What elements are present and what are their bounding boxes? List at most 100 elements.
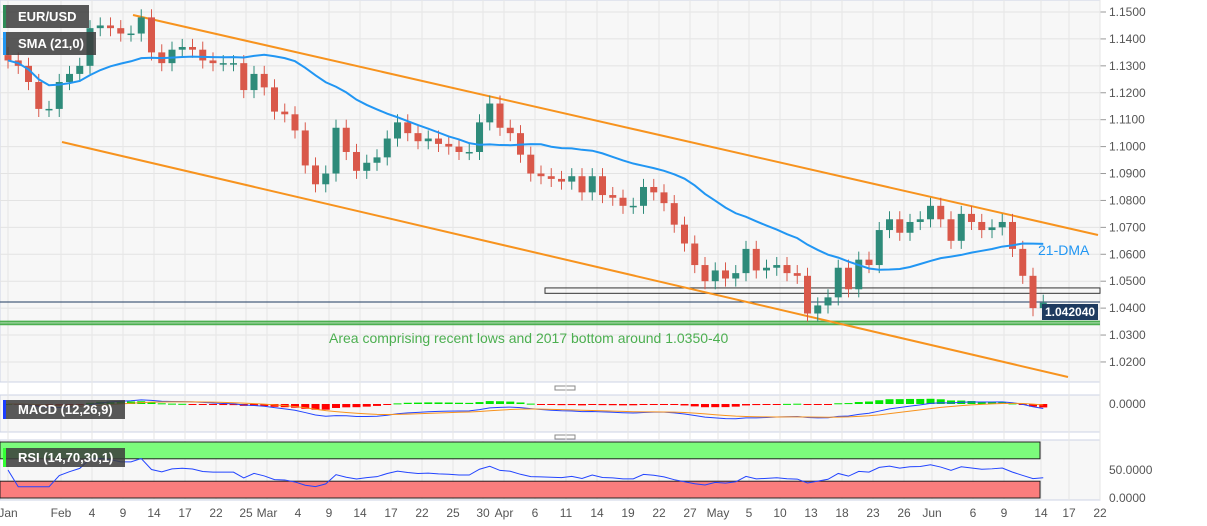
macd-histogram-bar xyxy=(567,404,576,406)
macd-histogram-bar xyxy=(444,402,453,404)
x-tick-label: 9 xyxy=(1001,506,1008,520)
macd-histogram-bar xyxy=(721,404,730,408)
candle-body xyxy=(783,265,791,274)
macd-histogram-bar xyxy=(772,404,781,405)
macd-histogram-bar xyxy=(311,404,320,410)
candle-body xyxy=(742,248,750,274)
x-tick-label: 11 xyxy=(560,506,573,520)
candle-body xyxy=(496,103,504,128)
price-panel xyxy=(0,0,1101,383)
x-tick-label: Apr xyxy=(495,506,514,520)
macd-histogram-bar xyxy=(813,404,822,405)
price-label: 1.042040 xyxy=(1042,304,1099,320)
x-tick-label: 6 xyxy=(970,506,977,520)
candle-body xyxy=(568,176,576,182)
candle-body xyxy=(896,219,904,233)
rsi-tag: RSI (14,70,30,1) xyxy=(3,448,126,467)
x-tick-label: 30 xyxy=(476,506,490,520)
x-tick-label: 4 xyxy=(89,506,96,520)
candle-body xyxy=(855,259,863,290)
candle-body xyxy=(189,46,196,50)
macd-histogram-bar xyxy=(424,402,433,404)
y-tick-label: 1.0900 xyxy=(1109,167,1146,181)
macd-histogram-bar xyxy=(895,399,904,404)
candle-body xyxy=(670,203,678,225)
y-tick-label: 1.1000 xyxy=(1109,140,1146,154)
y-tick-label: 1.0400 xyxy=(1109,301,1146,315)
candle-body xyxy=(271,87,278,112)
y-tick-label: 1.0800 xyxy=(1109,193,1146,207)
macd-histogram-bar xyxy=(332,404,340,408)
x-tick-label: 9 xyxy=(120,506,127,520)
candle-body xyxy=(230,63,237,65)
x-tick-label: Jan xyxy=(0,506,18,520)
y-tick-label: 1.1200 xyxy=(1109,86,1146,100)
candle-body xyxy=(148,17,155,53)
candle-body xyxy=(373,157,381,163)
x-tick-label: 27 xyxy=(683,506,697,520)
candle-body xyxy=(701,265,709,282)
macd-histogram-bar xyxy=(731,404,740,407)
y-tick-label: 1.0700 xyxy=(1109,220,1146,234)
candle-body xyxy=(537,173,545,177)
candle-body xyxy=(906,221,914,233)
macd-histogram-bar xyxy=(526,403,535,405)
candle-body xyxy=(312,165,319,185)
macd-histogram-bar xyxy=(147,402,156,404)
rsi-tick-label: 50.0000 xyxy=(1109,463,1153,477)
macd-histogram-bar xyxy=(455,402,463,404)
lower-trendline xyxy=(61,141,1069,378)
macd-histogram-bar xyxy=(393,403,402,405)
macd-histogram-bar xyxy=(383,404,392,405)
macd-histogram-bar xyxy=(783,403,791,405)
candle-body xyxy=(824,297,832,306)
candle-body xyxy=(117,28,125,34)
x-tick-label: 4 xyxy=(295,506,302,520)
macd-histogram-bar xyxy=(588,404,597,405)
candle-body xyxy=(763,267,770,271)
macd-histogram-bar xyxy=(547,404,556,405)
macd-histogram-bar xyxy=(967,401,976,404)
macd-histogram-bar xyxy=(926,398,935,404)
symbol-tag: EUR/USD xyxy=(3,5,89,28)
x-tick-label: 14 xyxy=(1034,506,1048,520)
macd-histogram-bar xyxy=(434,402,443,404)
support-annotation: Area comprising recent lows and 2017 bot… xyxy=(329,330,729,346)
macd-histogram-bar xyxy=(209,404,217,405)
resistance-box xyxy=(544,287,1101,294)
candle-body xyxy=(168,49,176,64)
macd-histogram-bar xyxy=(578,404,586,406)
x-tick-label: 10 xyxy=(773,506,787,520)
candle-body xyxy=(209,60,217,64)
candle-body xyxy=(845,267,852,290)
candle-body xyxy=(35,81,43,109)
candle-body xyxy=(76,65,84,74)
y-tick-label: 1.1300 xyxy=(1109,59,1146,73)
x-tick-label: Jun xyxy=(922,506,941,520)
macd-tick-label: 0.0000 xyxy=(1109,397,1146,411)
candle-body xyxy=(55,81,63,109)
x-tick-label: May xyxy=(707,506,730,520)
candle-body xyxy=(660,192,668,204)
macd-histogram-bar xyxy=(301,404,310,409)
macd-histogram-bar xyxy=(506,401,515,404)
sma-tag: SMA (21,0) xyxy=(3,32,96,55)
macd-histogram-bar xyxy=(752,404,761,406)
macd-histogram-bar xyxy=(403,402,412,404)
upper-trendline xyxy=(132,14,1099,236)
macd-histogram-bar xyxy=(793,403,802,405)
candle-body xyxy=(578,176,586,193)
x-tick-label: 22 xyxy=(415,506,429,520)
macd-histogram-bar xyxy=(260,404,269,407)
macd-histogram-bar xyxy=(250,404,258,406)
x-tick-label: 26 xyxy=(897,506,911,520)
candle-body xyxy=(1009,221,1016,249)
macd-histogram-bar xyxy=(127,401,135,404)
macd-histogram-bar xyxy=(885,399,894,404)
y-tick-label: 1.1400 xyxy=(1109,32,1146,46)
candle-body xyxy=(1019,248,1027,276)
x-tick-label: 22 xyxy=(209,506,223,520)
macd-histogram-bar xyxy=(373,404,381,406)
macd-histogram-bar xyxy=(649,404,658,405)
signal-line xyxy=(7,401,1044,418)
